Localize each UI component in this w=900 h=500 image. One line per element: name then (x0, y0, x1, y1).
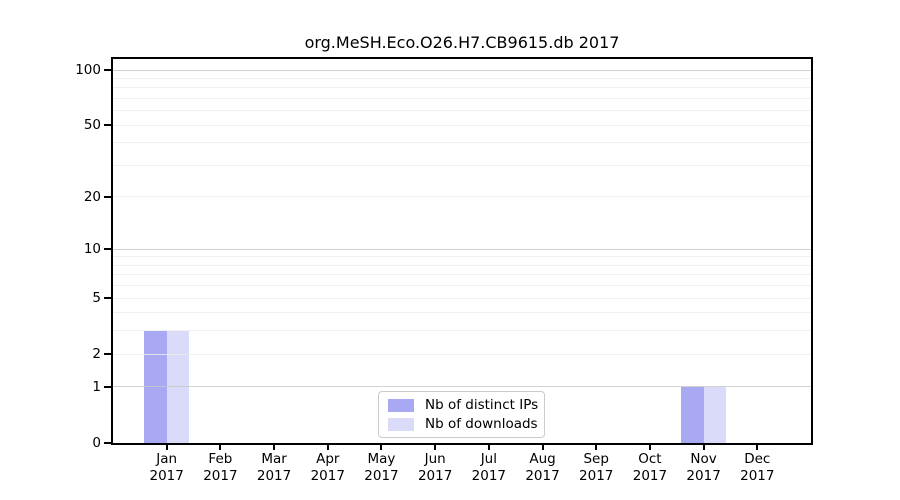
y-tick-label: 10 (83, 241, 101, 258)
x-tick-label: Mar 2017 (256, 451, 292, 484)
x-tick-label: Jul 2017 (471, 451, 507, 484)
x-tick (219, 443, 222, 450)
x-tick (756, 443, 759, 450)
x-tick (380, 443, 383, 450)
bar-distinct-ips (681, 386, 704, 443)
x-tick (326, 443, 329, 450)
y-tick-label: 100 (75, 62, 101, 78)
y-tick-label: 0 (92, 435, 101, 451)
x-tick (595, 443, 598, 450)
x-tick (273, 443, 276, 450)
x-tick-label: May 2017 (364, 451, 399, 484)
y-gridline (113, 164, 811, 166)
y-gridline (113, 142, 811, 144)
y-gridline (113, 386, 811, 388)
x-tick (648, 443, 651, 450)
x-tick (541, 443, 544, 450)
y-tick (104, 353, 111, 356)
y-gridline (113, 87, 811, 89)
x-tick-label: Oct 2017 (632, 451, 668, 484)
legend-label: Nb of downloads (425, 416, 538, 432)
bar-downloads (703, 386, 727, 443)
y-gridline (113, 97, 811, 99)
y-gridline (113, 312, 811, 314)
chart-title: org.MeSH.Eco.O26.H7.CB9615.db 2017 (304, 33, 620, 52)
y-gridline (113, 256, 811, 258)
legend-box: Nb of distinct IPs Nb of downloads (378, 391, 545, 438)
x-tick (165, 443, 168, 450)
legend-swatch-distinct-ips (388, 398, 414, 412)
y-tick (104, 385, 111, 388)
legend-swatch-downloads (388, 417, 414, 431)
legend-label: Nb of distinct IPs (425, 397, 539, 413)
y-tick (104, 442, 111, 444)
x-tick-label: Sep 2017 (579, 451, 614, 484)
x-tick-label: Aug 2017 (525, 451, 560, 484)
legend-row: Nb of downloads (388, 416, 538, 432)
y-gridline (113, 110, 811, 112)
y-gridline (113, 274, 811, 276)
x-tick-label: Nov 2017 (686, 451, 721, 484)
y-gridline (113, 124, 811, 126)
y-gridline (113, 196, 811, 198)
y-gridline (113, 353, 811, 355)
y-gridline (113, 248, 811, 250)
y-gridline (113, 264, 811, 266)
y-gridline (113, 330, 811, 332)
y-gridline (113, 69, 811, 71)
y-tick (104, 69, 111, 71)
y-tick-label: 2 (92, 346, 101, 363)
y-tick (104, 195, 111, 198)
x-tick-label: Jun 2017 (417, 451, 453, 484)
legend-row: Nb of distinct IPs (388, 397, 539, 413)
x-tick (702, 443, 705, 450)
x-tick-label: Feb 2017 (203, 451, 238, 484)
y-tick (104, 124, 111, 127)
y-gridline (113, 297, 811, 299)
y-gridline (113, 77, 811, 79)
x-tick-label: Dec 2017 (740, 451, 775, 484)
x-tick-label: Apr 2017 (310, 451, 345, 484)
x-tick (487, 443, 490, 450)
x-tick-label: Jan 2017 (149, 451, 184, 484)
y-gridline (113, 285, 811, 287)
y-tick (104, 297, 111, 300)
y-tick-label: 20 (83, 188, 101, 205)
y-tick-label: 5 (92, 290, 101, 307)
y-tick-label: 1 (92, 378, 101, 395)
y-tick (104, 248, 111, 251)
y-tick-label: 50 (83, 117, 101, 134)
x-tick (434, 443, 437, 450)
